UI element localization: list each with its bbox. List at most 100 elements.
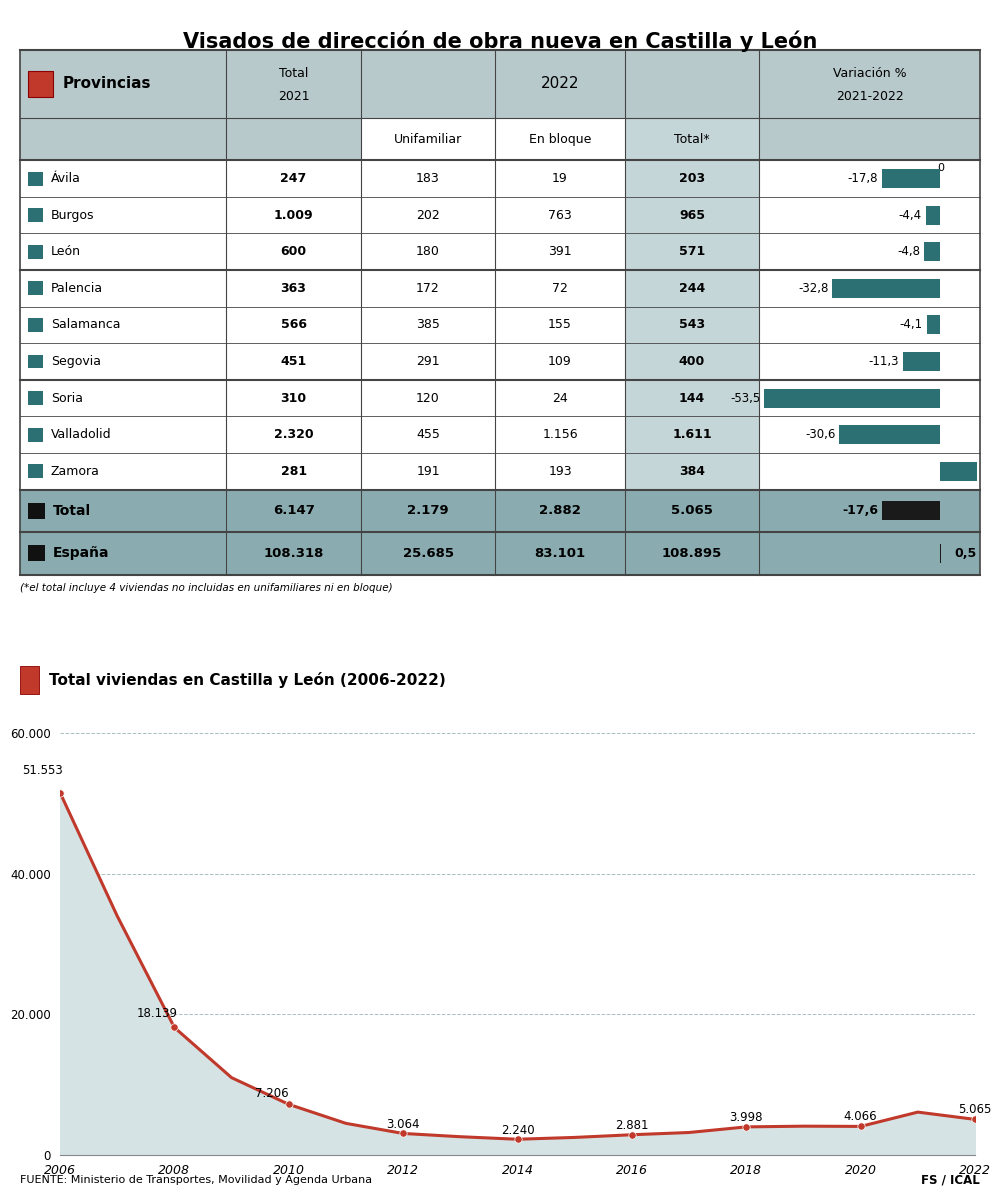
Text: 172: 172 [416, 281, 440, 294]
Bar [625, 380, 759, 416]
Text: 36,7: 36,7 [950, 465, 976, 477]
Bar [903, 352, 940, 371]
Bar [759, 270, 980, 307]
Text: 109: 109 [548, 355, 572, 368]
Text: Total: Total [279, 67, 308, 79]
Text: 0,5: 0,5 [954, 547, 976, 560]
Text: Total: Total [53, 504, 91, 518]
Text: Visados de dirección de obra nueva en Castilla y León: Visados de dirección de obra nueva en Ca… [183, 30, 817, 52]
Text: FS / ICAL: FS / ICAL [921, 1173, 980, 1186]
Bar [28, 355, 43, 369]
Bar [20, 453, 226, 489]
Text: Burgos: Burgos [51, 209, 94, 221]
Bar [20, 380, 226, 416]
Bar [759, 307, 980, 344]
Text: España: España [53, 546, 109, 560]
Text: 120: 120 [416, 392, 440, 405]
Text: 247: 247 [280, 172, 307, 185]
Bar [28, 281, 43, 296]
Text: 2.881: 2.881 [615, 1119, 649, 1132]
Text: 1.009: 1.009 [274, 209, 313, 221]
Bar [361, 233, 495, 270]
Bar [20, 416, 226, 453]
Bar [28, 172, 43, 185]
Bar [361, 118, 495, 160]
Text: 108.895: 108.895 [662, 547, 722, 560]
Text: Total*: Total* [674, 132, 710, 145]
Text: 203: 203 [679, 172, 705, 185]
Bar [759, 453, 980, 489]
Text: 24: 24 [552, 392, 568, 405]
Text: 455: 455 [416, 428, 440, 441]
Text: 310: 310 [281, 392, 307, 405]
Text: Unifamiliar: Unifamiliar [394, 132, 462, 145]
Bar [28, 245, 43, 258]
Bar [28, 391, 43, 405]
Text: Segovia: Segovia [51, 355, 101, 368]
Point [624, 1125, 640, 1144]
Text: 451: 451 [280, 355, 307, 368]
Bar [495, 453, 625, 489]
Text: 19: 19 [552, 172, 568, 185]
Text: Valladolid: Valladolid [51, 428, 111, 441]
Point [738, 1118, 754, 1137]
Bar [361, 380, 495, 416]
Bar [226, 50, 361, 118]
Text: -53,5: -53,5 [730, 392, 760, 405]
Bar [882, 169, 940, 189]
Text: Ávila: Ávila [51, 172, 81, 185]
Text: 83.101: 83.101 [534, 547, 586, 560]
Bar [28, 319, 43, 332]
Bar [361, 160, 495, 197]
Bar [226, 233, 361, 270]
Text: 3.064: 3.064 [386, 1118, 420, 1131]
Bar [495, 160, 625, 197]
Text: 2.882: 2.882 [539, 505, 581, 517]
Bar [226, 307, 361, 344]
Text: Total viviendas en Castilla y León (2006-2022): Total viviendas en Castilla y León (2006… [49, 672, 446, 688]
Text: 363: 363 [281, 281, 307, 294]
Text: Soria: Soria [51, 392, 83, 405]
Text: 2022: 2022 [541, 77, 579, 91]
Bar [226, 270, 361, 307]
Point [281, 1095, 297, 1114]
Bar [226, 380, 361, 416]
Text: 391: 391 [548, 245, 572, 258]
Bar [759, 197, 980, 233]
Bar [361, 453, 495, 489]
Text: 2.320: 2.320 [274, 428, 313, 441]
Text: -11,3: -11,3 [869, 355, 899, 368]
Bar [625, 118, 759, 160]
Text: 7.206: 7.206 [255, 1087, 288, 1100]
Point [967, 1109, 983, 1129]
Bar [839, 426, 940, 445]
Text: FUENTE: Ministerio de Transportes, Movilidad y Agenda Urbana: FUENTE: Ministerio de Transportes, Movil… [20, 1176, 372, 1185]
Bar [20, 118, 226, 160]
Bar [759, 380, 980, 416]
Bar [28, 464, 43, 478]
Bar [495, 118, 625, 160]
Bar [226, 416, 361, 453]
Point [395, 1124, 411, 1143]
Bar [20, 160, 226, 197]
Bar [495, 416, 625, 453]
Bar [361, 344, 495, 380]
Text: 144: 144 [679, 392, 705, 405]
Text: 193: 193 [548, 465, 572, 477]
Text: 2021-2022: 2021-2022 [836, 90, 903, 103]
Bar [226, 453, 361, 489]
Bar [495, 344, 625, 380]
Bar [28, 428, 43, 441]
Bar [20, 233, 226, 270]
Bar [226, 160, 361, 197]
Bar [759, 416, 980, 453]
Text: 18.139: 18.139 [137, 1007, 178, 1019]
Text: En bloque: En bloque [529, 132, 591, 145]
Bar [28, 208, 43, 222]
Text: 183: 183 [416, 172, 440, 185]
Text: 400: 400 [679, 355, 705, 368]
Bar [495, 197, 625, 233]
Bar [832, 279, 940, 298]
Text: 180: 180 [416, 245, 440, 258]
Bar [940, 462, 977, 481]
